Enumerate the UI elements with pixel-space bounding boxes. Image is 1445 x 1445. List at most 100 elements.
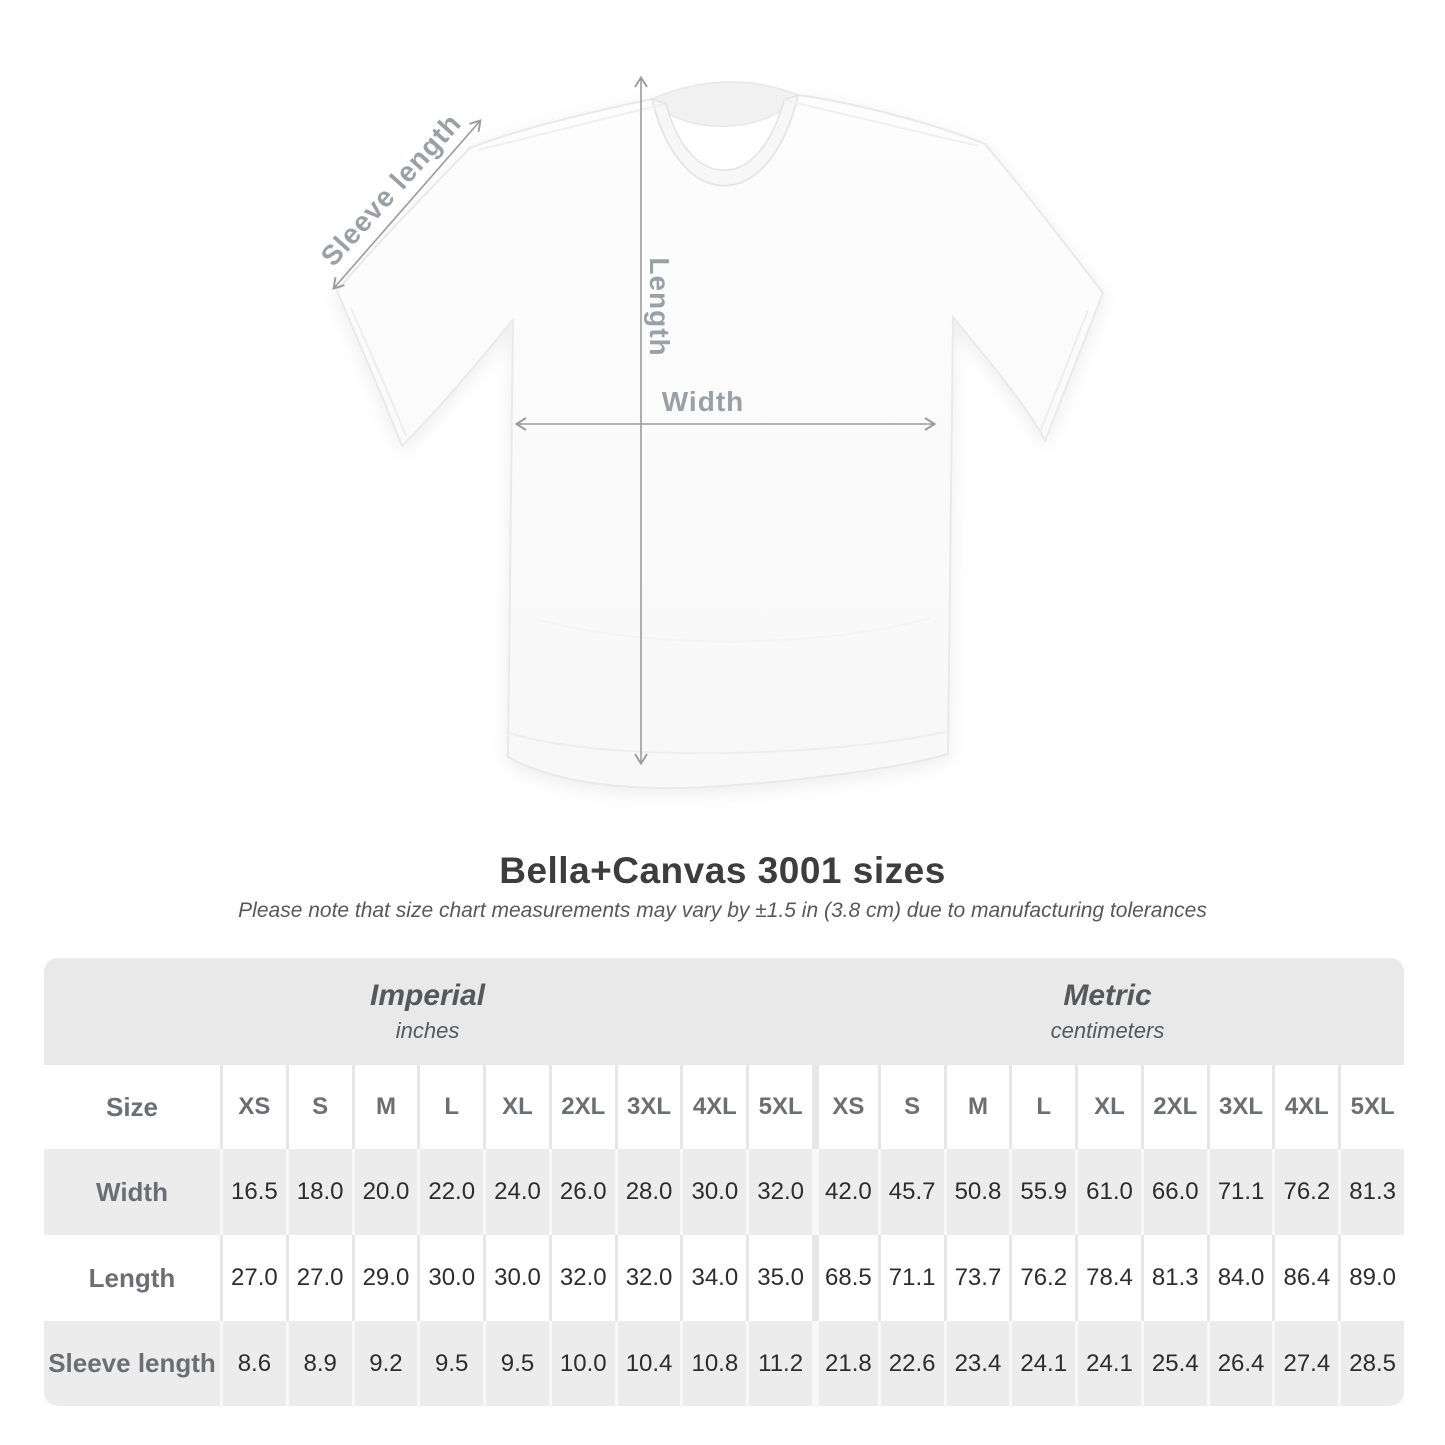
- size-header-imperial: L: [417, 1065, 484, 1149]
- cell-imperial: 34.0: [680, 1235, 747, 1321]
- metric-label: Metric: [1063, 979, 1152, 1012]
- cell-metric: 50.8: [943, 1149, 1010, 1235]
- cell-imperial: 26.0: [548, 1149, 615, 1235]
- cell-metric: 21.8: [812, 1321, 878, 1406]
- row-label: Length: [44, 1235, 220, 1321]
- shirt-diagram-svg: Sleeve length Length Width: [315, 75, 1105, 790]
- cell-imperial: 11.2: [746, 1321, 812, 1406]
- fold-crease: [539, 617, 931, 643]
- cell-imperial: 35.0: [746, 1235, 812, 1321]
- cell-metric: 71.1: [1206, 1149, 1273, 1235]
- cell-imperial: 9.5: [417, 1321, 484, 1406]
- sleeve-length-arrow: [332, 119, 482, 290]
- cell-metric: 27.4: [1272, 1321, 1339, 1406]
- collar-band: [650, 93, 800, 187]
- cell-imperial: 27.0: [285, 1235, 352, 1321]
- cell-imperial: 27.0: [220, 1235, 286, 1321]
- table-header-band: Imperial inches Metric centimeters: [44, 958, 1404, 1065]
- cell-metric: 81.3: [1338, 1149, 1404, 1235]
- cell-metric: 23.4: [943, 1321, 1010, 1406]
- cell-metric: 26.4: [1206, 1321, 1273, 1406]
- cell-metric: 81.3: [1140, 1235, 1207, 1321]
- collar-back: [650, 81, 800, 127]
- cell-metric: 25.4: [1140, 1321, 1207, 1406]
- cell-metric: 71.1: [877, 1235, 944, 1321]
- width-label: Width: [662, 386, 745, 417]
- cell-imperial: 10.4: [614, 1321, 681, 1406]
- cell-metric: 22.6: [877, 1321, 944, 1406]
- size-header-metric: XL: [1075, 1065, 1141, 1149]
- cell-metric: 45.7: [877, 1149, 944, 1235]
- cell-imperial: 29.0: [351, 1235, 418, 1321]
- cell-metric: 61.0: [1075, 1149, 1141, 1235]
- cell-imperial: 30.0: [483, 1235, 549, 1321]
- cuff-fold-right: [1039, 309, 1089, 433]
- size-header-metric: 3XL: [1206, 1065, 1273, 1149]
- cell-imperial: 32.0: [614, 1235, 681, 1321]
- size-header-imperial: XS: [220, 1065, 286, 1149]
- cell-imperial: 22.0: [417, 1149, 484, 1235]
- imperial-unit: inches: [395, 1018, 460, 1043]
- size-header-imperial: 2XL: [548, 1065, 615, 1149]
- size-header-metric: S: [877, 1065, 944, 1149]
- cell-metric: 24.1: [1075, 1321, 1141, 1406]
- cell-imperial: 16.5: [220, 1149, 286, 1235]
- size-header-imperial: M: [351, 1065, 418, 1149]
- cell-metric: 76.2: [1272, 1149, 1339, 1235]
- length-label: Length: [644, 257, 675, 356]
- shoulder-seam-left: [477, 103, 665, 151]
- page-title: Bella+Canvas 3001 sizes: [499, 850, 946, 891]
- cell-metric: 55.9: [1009, 1149, 1076, 1235]
- cuff-fold-left: [350, 307, 407, 437]
- tshirt-illustration: [335, 81, 1105, 790]
- size-header-imperial: 5XL: [746, 1065, 812, 1149]
- size-header-imperial: S: [285, 1065, 352, 1149]
- cell-imperial: 32.0: [548, 1235, 615, 1321]
- metric-unit: centimeters: [1050, 1018, 1165, 1043]
- cell-metric: 76.2: [1009, 1235, 1076, 1321]
- row-label: Sleeve length: [44, 1321, 220, 1406]
- shoulder-seam-right: [783, 99, 979, 147]
- size-header-metric: 4XL: [1272, 1065, 1339, 1149]
- row-label: Width: [44, 1149, 220, 1235]
- cell-imperial: 20.0: [351, 1149, 418, 1235]
- hem-stitch: [509, 731, 947, 755]
- cell-imperial: 32.0: [746, 1149, 812, 1235]
- cell-imperial: 8.9: [285, 1321, 352, 1406]
- size-header-metric: 2XL: [1140, 1065, 1207, 1149]
- cell-imperial: 10.8: [680, 1321, 747, 1406]
- measurement-arrows: [332, 75, 937, 766]
- size-header-imperial: 3XL: [614, 1065, 681, 1149]
- cell-metric: 68.5: [812, 1235, 878, 1321]
- cell-metric: 89.0: [1338, 1235, 1404, 1321]
- cell-metric: 84.0: [1206, 1235, 1273, 1321]
- cell-imperial: 30.0: [680, 1149, 747, 1235]
- size-table: Imperial inches Metric centimeters Size X…: [44, 958, 1404, 1406]
- size-header-metric: L: [1009, 1065, 1076, 1149]
- cell-metric: 86.4: [1272, 1235, 1339, 1321]
- cell-metric: 24.1: [1009, 1321, 1076, 1406]
- cell-imperial: 10.0: [548, 1321, 615, 1406]
- size-grid: Size XS S M L XL 2XL 3XL 4XL 5XL XS S M L XL 2XL 3XL 4XL 5…: [44, 1065, 1404, 1406]
- cell-imperial: 24.0: [483, 1149, 549, 1235]
- imperial-label: Imperial: [369, 979, 486, 1012]
- size-header-metric: M: [943, 1065, 1010, 1149]
- cell-metric: 78.4: [1075, 1235, 1141, 1321]
- size-col-header: Size: [44, 1065, 220, 1149]
- size-header-metric: 5XL: [1338, 1065, 1404, 1149]
- tshirt-body: [335, 93, 1105, 790]
- size-header-imperial: XL: [483, 1065, 549, 1149]
- imperial-header: Imperial inches: [44, 958, 811, 1065]
- cell-imperial: 8.6: [220, 1321, 286, 1406]
- tolerance-note: Please note that size chart measurements…: [238, 899, 1207, 922]
- cell-metric: 73.7: [943, 1235, 1010, 1321]
- size-header-metric: XS: [812, 1065, 878, 1149]
- metric-header: Metric centimeters: [811, 958, 1404, 1065]
- cell-metric: 42.0: [812, 1149, 878, 1235]
- cell-imperial: 28.0: [614, 1149, 681, 1235]
- cell-metric: 28.5: [1338, 1321, 1404, 1406]
- size-header-imperial: 4XL: [680, 1065, 747, 1149]
- shirt-measurement-figure: Sleeve length Length Width: [315, 75, 1105, 790]
- cell-imperial: 18.0: [285, 1149, 352, 1235]
